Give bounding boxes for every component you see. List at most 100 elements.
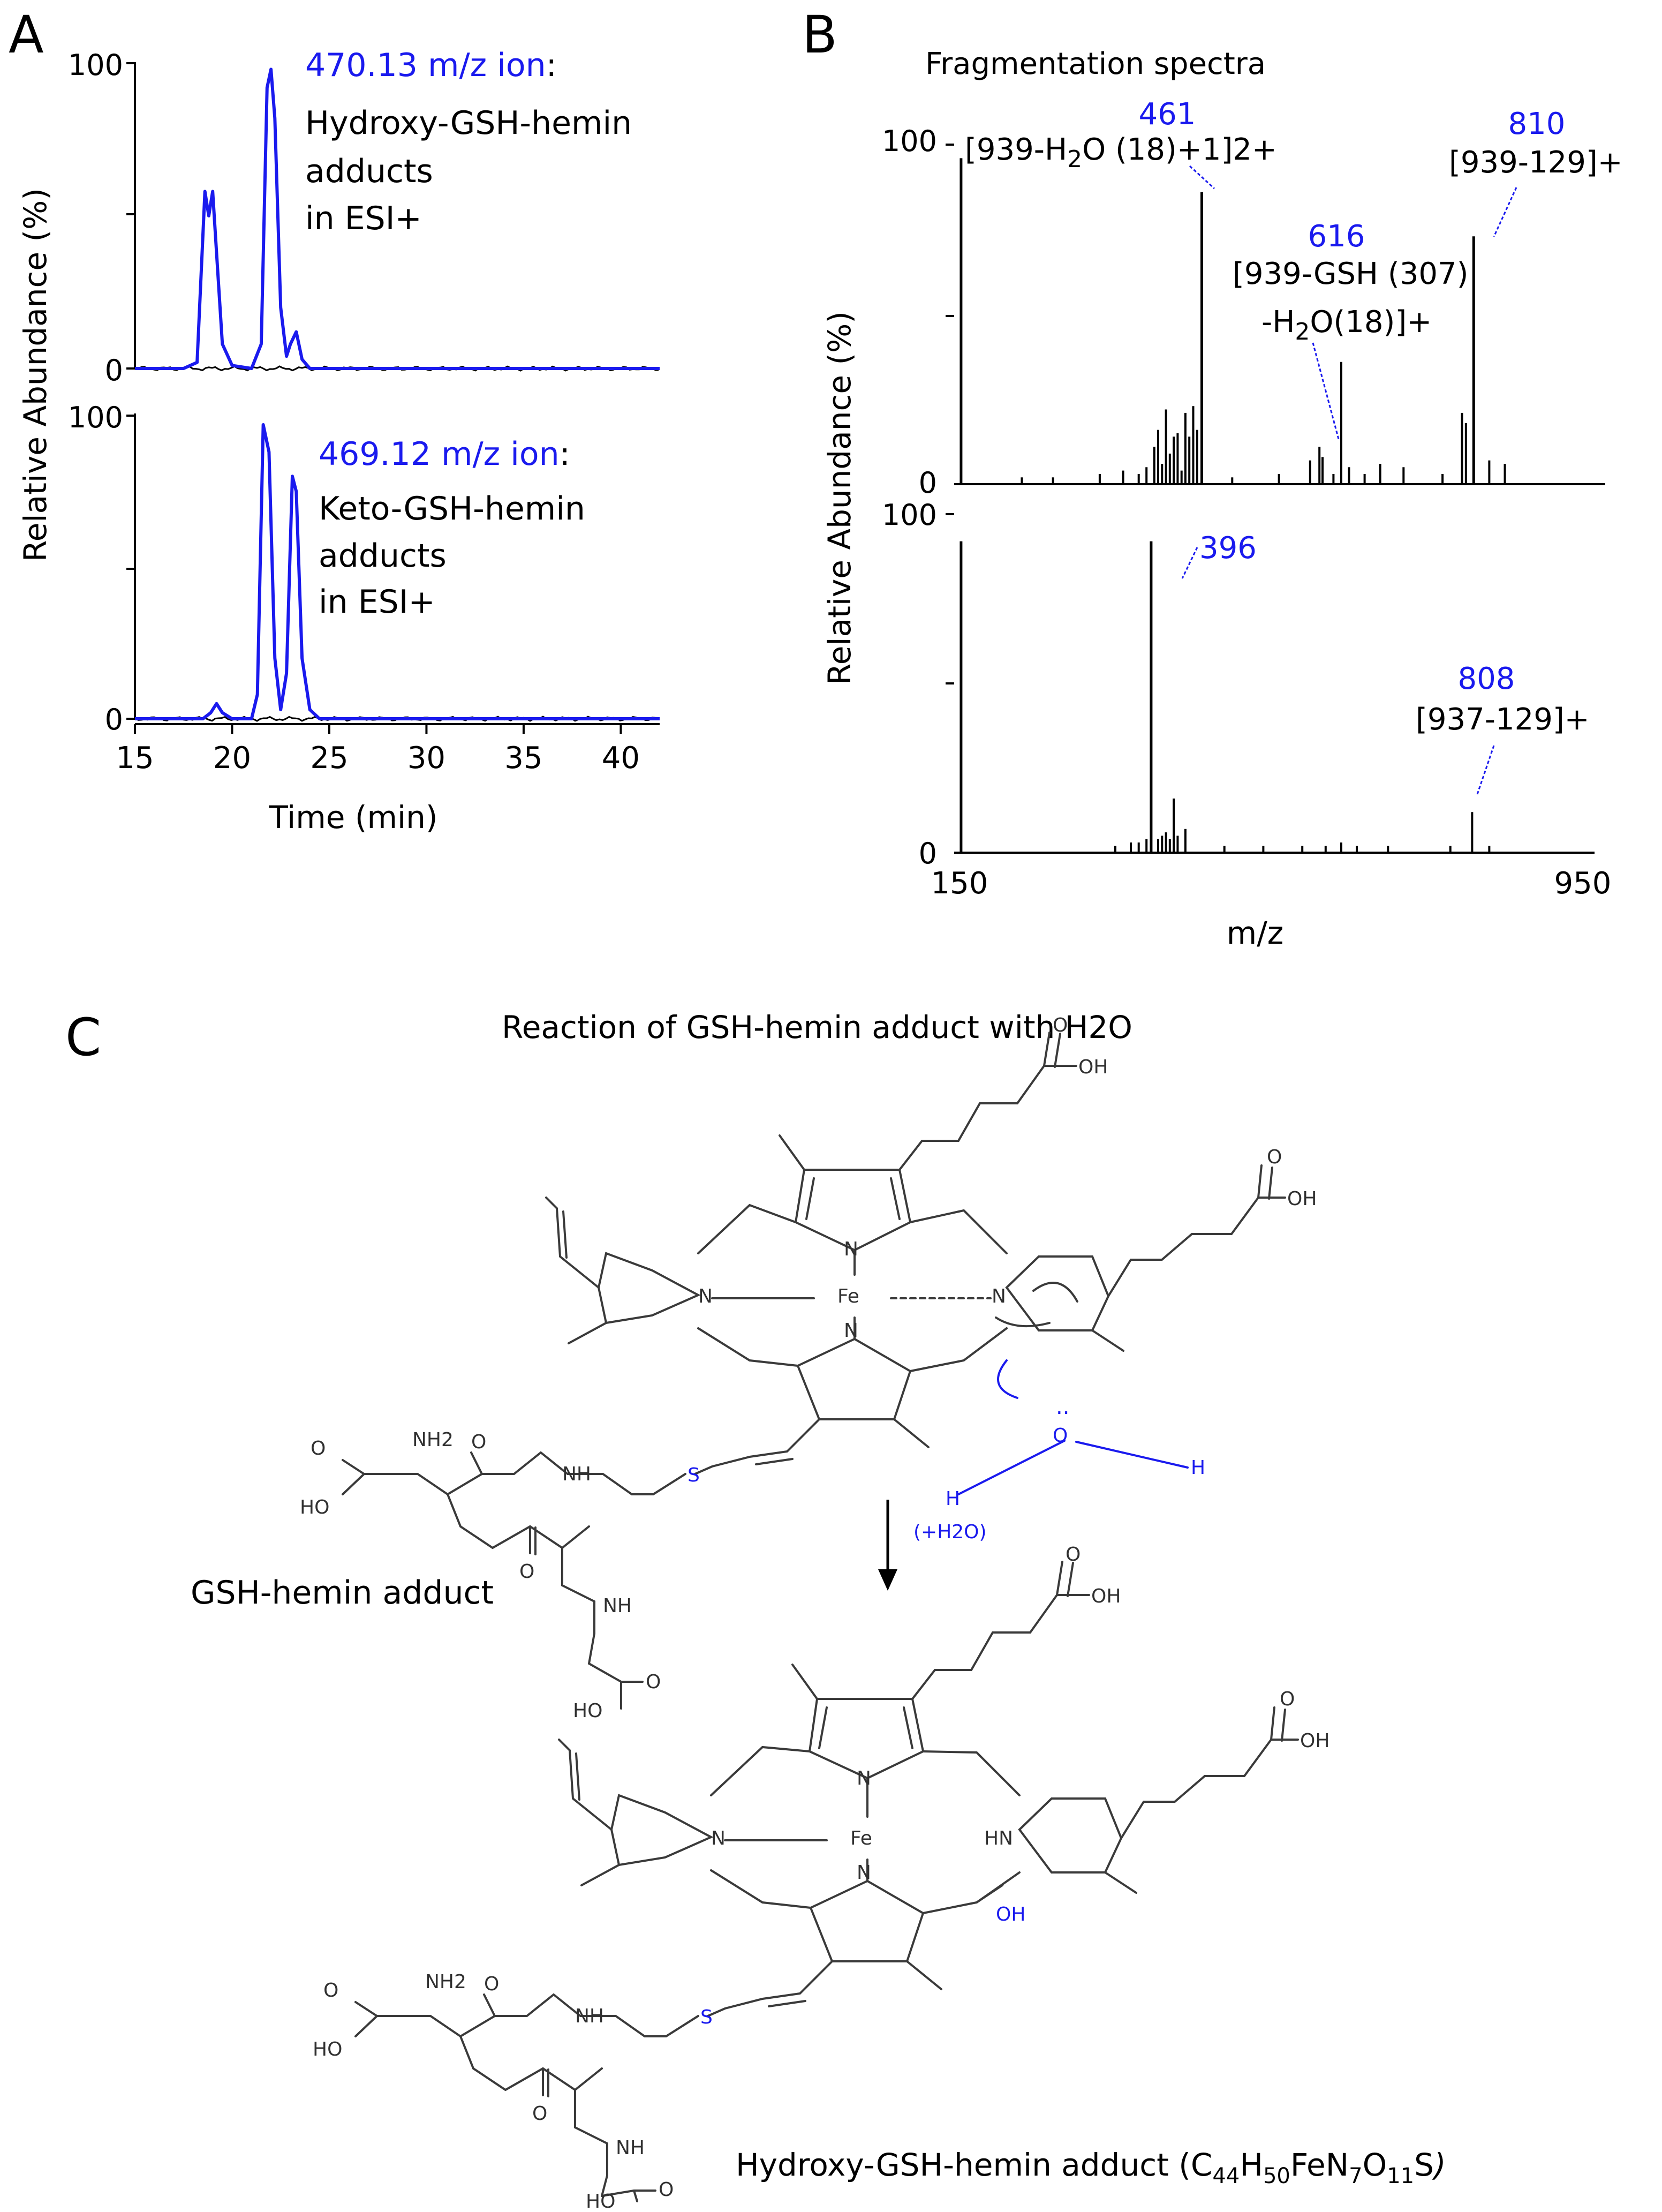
top-desc-line2: adducts [305, 153, 433, 190]
water-atom-o: O [1053, 1425, 1068, 1447]
peak-461-annotation: [939-H2O (18)+1]2+ [965, 132, 1277, 173]
peak-396-mz-label: 396 [1199, 531, 1257, 566]
product-atom-o-right: O [1280, 1688, 1295, 1710]
bottom-y-tick-label-max: 100 [68, 401, 123, 434]
water-bonds [957, 1440, 1189, 1495]
product-atom-nh-1: NH [575, 2005, 604, 2027]
product-atom-o-acid: O [323, 1980, 338, 2002]
panel-a-x-axis: 15 20 25 30 35 40 [116, 723, 660, 776]
top-desc-line1: Hydroxy-GSH-hemin [305, 104, 632, 142]
water-attack-arrow [997, 1359, 1018, 1399]
spectrum-bottom-peaks [960, 541, 1491, 853]
panel-a-x-tick-label: 15 [116, 741, 154, 776]
product-atom-ho-acid: HO [313, 2038, 342, 2060]
panel-a-xlabel: Time (min) [268, 799, 437, 836]
product-atom-hn-right: HN [984, 1827, 1013, 1849]
panel-a: A Relative Abundance (%) 100 0 470.13 m/… [9, 5, 660, 836]
product-left-substituents [558, 1739, 620, 1886]
product-left-pyrrole [610, 1794, 714, 1867]
panel-b-letter: B [802, 5, 837, 65]
formula-subscript: 7 [1349, 2164, 1362, 2188]
product-gsh-backbone [397, 1993, 699, 2197]
reactant-atom-n-left: N [698, 1285, 713, 1307]
formula-element: S [1414, 2147, 1434, 2183]
product-atom-n-left: N [711, 1827, 726, 1849]
product-top-sidechain [791, 1594, 1090, 1700]
panel-b-ylabel: Relative Abundance (%) [821, 311, 858, 685]
formula-subscript: 11 [1387, 2164, 1414, 2188]
spectrum-bottom: 100 0 396 808 [937-129]+ [882, 498, 1595, 870]
reactant-right-pyrrole [1005, 1255, 1110, 1331]
spectrum-bottom-tick-label-max: 100 [882, 498, 937, 532]
peak-616-mz-label: 616 [1308, 219, 1365, 254]
reactant-atom-oh-top: OH [1078, 1056, 1108, 1078]
reactant-atom-o-acid: O [311, 1438, 326, 1459]
peak-616-annotation-line1: [939-GSH (307) [1233, 257, 1468, 291]
peak-461-leader [1189, 165, 1215, 190]
product-atom-n-top: N [857, 1767, 871, 1789]
spectrum-top-peaks [960, 158, 1506, 484]
product-atom-o-amide-2: O [532, 2103, 547, 2125]
product-atom-n-bottom: N [857, 1862, 871, 1884]
reactant-left-pyrrole [597, 1252, 701, 1325]
reactant-vinyl-double [562, 1210, 568, 1259]
reactant-atom-n-top: N [844, 1238, 858, 1260]
formula-element: FeN [1290, 2147, 1349, 2183]
product-oh-bond [976, 1884, 1003, 1903]
bottom-desc-line3: in ESI+ [319, 583, 435, 621]
reactant-meso-bridges [697, 1203, 1008, 1372]
product-atom-s: S [700, 2006, 713, 2028]
reactant-atom-ho-acid: HO [300, 1496, 329, 1518]
product-bottom-exo-double [768, 2000, 806, 2007]
product-structure [354, 1561, 1299, 2202]
reactant-top-sidechain [779, 1065, 1077, 1171]
panel-a-letter: A [9, 5, 44, 65]
formula-element: O [1363, 2147, 1387, 2183]
product-meso-bridges [710, 1745, 1021, 1914]
bottom-ion-label: 469.12 m/z ion: [319, 435, 570, 473]
peak-616-leader [1312, 342, 1340, 440]
reactant-atom-nh-1: NH [562, 1463, 591, 1485]
reactant-atoms: Fe N N N N OH O OH O S NH NH2 O O HO O N… [300, 1014, 1317, 1722]
panel-c-title: Reaction of GSH-hemin adduct with H2O [502, 1009, 1132, 1045]
peak-810-annotation: [939-129]+ [1449, 145, 1623, 180]
bottom-desc-line2: adducts [319, 537, 447, 575]
peak-616-annotation-line2: -H2O(18)]+ [1261, 305, 1432, 345]
spectrum-top-tick-label-min: 0 [919, 466, 937, 500]
water-atom-h-right: H [1191, 1457, 1205, 1479]
panel-a-x-tick-label: 30 [407, 741, 445, 776]
peak-810-mz-label: 810 [1508, 107, 1566, 141]
formula-element: H [1240, 2147, 1263, 2183]
product-atoms: Fe N N HN N OH OH O OH O S NH NH2 O O HO… [313, 1544, 1329, 2212]
panel-b-title: Fragmentation spectra [925, 47, 1266, 81]
reactant-gsh-branches [342, 1451, 644, 1710]
panel-b-xtick-max: 950 [1554, 866, 1612, 901]
reactant-atom-o-gly: O [646, 1671, 661, 1693]
reactant-label: GSH-hemin adduct [191, 1574, 494, 1612]
peak-396-leader [1181, 547, 1198, 579]
reactant-atom-o-amide-2: O [519, 1561, 534, 1583]
product-fe-bonds [724, 1777, 868, 1882]
product-atom-oh-right: OH [1300, 1730, 1329, 1752]
panel-a-x-tick-label: 35 [504, 741, 542, 776]
product-top-acid-co [1056, 1561, 1074, 1597]
reactant-atom-ho-gly: HO [573, 1700, 602, 1722]
reactant-right-sidechain [1091, 1164, 1286, 1352]
water-note: (+H2O) [913, 1521, 987, 1543]
product-top-pyrrole-double [818, 1706, 913, 1749]
reaction-arrow [878, 1500, 897, 1591]
spectrum-top-tick-label-max: 100 [882, 124, 937, 158]
panel-a-ylabel: Relative Abundance (%) [17, 188, 54, 562]
peak-808-mz-label: 808 [1458, 661, 1515, 696]
product-top-pyrrole [808, 1698, 925, 1780]
top-y-tick-label-max: 100 [68, 48, 123, 82]
reactant-atom-s: S [688, 1464, 700, 1486]
reactant-left-substituents [545, 1197, 607, 1344]
reactant-electron-arrow-1 [1032, 1282, 1078, 1303]
spectrum-top: 100 0 461 [939-H2O (18)+1]2+ 616 [939-GS… [882, 97, 1623, 500]
product-bottom-pyrrole [809, 1879, 925, 1962]
panel-a-x-tick-label: 20 [213, 741, 251, 776]
panel-c: C Reaction of GSH-hemin adduct with H2O [65, 1007, 1446, 2212]
peak-808-leader [1476, 745, 1495, 796]
reactant-electron-arrow-2 [995, 1316, 1051, 1328]
